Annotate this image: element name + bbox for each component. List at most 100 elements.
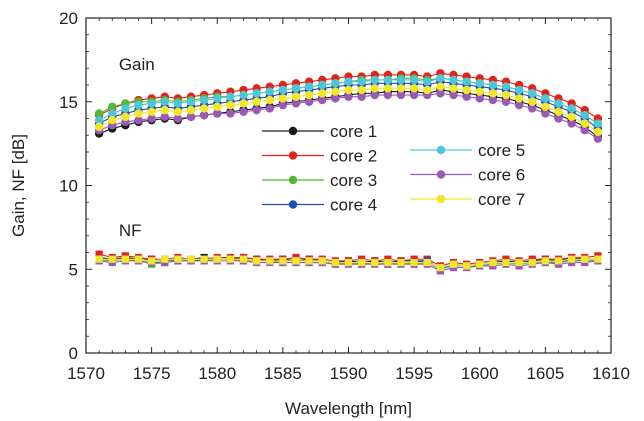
point-core-7-nf <box>358 258 366 267</box>
point-core-7-nf <box>397 258 405 267</box>
point-core-5-gain <box>396 75 406 85</box>
point-core-7-nf <box>266 257 274 265</box>
point-core-7-nf <box>187 255 195 263</box>
point-core-7-gain <box>357 85 366 95</box>
legend: core 1 core 2 core 3 core 4 core 5 core 6 core… <box>262 122 525 215</box>
point-core-3-gain <box>108 102 117 111</box>
point-core-7-nf <box>344 258 353 267</box>
point-core-5-gain <box>488 80 498 90</box>
point-core-5-gain <box>94 115 104 125</box>
point-core-6-gain <box>409 90 419 100</box>
point-core-5-gain <box>383 75 393 85</box>
y-axis-title: Gain, NF [dB] <box>9 134 28 237</box>
legend-marker-core-5 <box>436 145 446 155</box>
point-core-7-gain <box>514 94 524 103</box>
nf-series-group <box>95 250 602 275</box>
point-core-7-nf <box>134 255 143 263</box>
point-core-7-nf <box>239 255 248 263</box>
annotation-nf: NF <box>119 221 142 240</box>
point-core-5-gain <box>186 97 196 106</box>
point-core-6-gain <box>462 92 471 101</box>
point-core-7-gain <box>541 102 550 111</box>
legend-label-core-6: core 6 <box>478 166 525 185</box>
legend-marker-core-7 <box>436 194 446 204</box>
point-core-7-gain <box>239 99 248 108</box>
point-core-7-gain <box>121 112 130 122</box>
point-core-5-gain <box>213 94 222 103</box>
point-core-5-gain <box>541 94 550 103</box>
point-core-5-gain <box>462 77 471 86</box>
point-core-6-gain <box>383 90 393 100</box>
point-core-7-gain <box>291 92 301 101</box>
point-core-6-gain <box>134 115 143 125</box>
point-core-6-gain <box>593 134 603 143</box>
point-core-7-nf <box>410 258 418 267</box>
point-core-5-gain <box>423 77 432 86</box>
point-core-7-gain <box>580 119 589 128</box>
axes: 1570 1575 1580 1585 1590 1595 1600 1605 1610 0 5 10… <box>9 9 630 418</box>
point-core-5-gain <box>291 84 301 93</box>
point-core-7-gain <box>318 89 327 98</box>
point-core-7-gain <box>488 89 498 98</box>
point-core-7-gain <box>265 95 274 105</box>
point-core-7-gain <box>593 127 603 137</box>
point-core-7-gain <box>344 85 353 95</box>
point-core-7-nf <box>226 255 234 263</box>
point-core-7-nf <box>449 260 458 268</box>
legend-label-core-1: core 1 <box>330 122 377 141</box>
point-core-5-gain <box>147 99 156 108</box>
point-core-7-gain <box>304 90 314 100</box>
point-core-5-gain <box>304 82 314 91</box>
point-core-7-nf <box>423 258 431 267</box>
point-core-7-gain <box>409 84 419 93</box>
point-core-5-gain <box>199 95 209 105</box>
point-core-7-nf <box>541 257 549 265</box>
point-core-6-gain <box>147 114 156 123</box>
point-core-5-gain <box>318 80 327 90</box>
point-core-6-gain <box>488 95 498 105</box>
y-tick-label-10: 10 <box>59 177 78 196</box>
point-core-6-gain <box>567 119 576 128</box>
x-tick-label-1575: 1575 <box>133 364 171 383</box>
point-core-6-gain <box>226 109 235 118</box>
point-core-5-gain <box>173 99 183 108</box>
x-axis-title: Wavelength [nm] <box>285 399 412 418</box>
point-core-5-gain <box>554 99 563 108</box>
point-core-5-gain <box>357 77 366 86</box>
point-core-6-gain <box>475 94 484 103</box>
point-core-7-gain <box>528 97 537 106</box>
point-core-7-gain <box>213 102 222 111</box>
point-core-7-nf <box>121 255 129 263</box>
point-core-6-gain <box>370 90 379 100</box>
x-tick-label-1600: 1600 <box>461 364 499 383</box>
point-core-7-gain <box>173 107 183 117</box>
point-core-7-gain <box>134 109 143 118</box>
point-core-7-nf <box>384 258 392 267</box>
point-core-7-nf <box>568 255 576 263</box>
point-core-7-gain <box>370 84 379 93</box>
point-core-7-nf <box>489 258 497 267</box>
x-tick-label-1570: 1570 <box>67 364 105 383</box>
point-core-7-gain <box>475 87 484 96</box>
point-core-5-gain <box>239 90 248 100</box>
point-core-7-nf <box>95 255 103 263</box>
point-core-5-gain <box>134 100 143 110</box>
point-core-7-nf <box>528 258 536 267</box>
point-core-6-gain <box>291 99 301 108</box>
point-core-7-nf <box>371 258 379 267</box>
legend-label-core-4: core 4 <box>330 196 377 215</box>
point-core-6-gain <box>265 104 274 113</box>
point-core-5-gain <box>475 79 484 88</box>
point-core-7-gain <box>278 94 288 103</box>
point-core-7-nf <box>318 257 326 265</box>
point-core-7-gain <box>396 84 406 93</box>
point-core-6-gain <box>396 90 406 100</box>
point-core-7-gain <box>160 105 169 115</box>
x-tick-label-1610: 1610 <box>592 364 630 383</box>
point-core-5-gain <box>567 104 576 113</box>
point-core-5-gain <box>226 92 235 101</box>
point-core-7-nf <box>436 263 444 272</box>
point-core-7-nf <box>594 255 602 263</box>
y-tick-label-20: 20 <box>59 9 78 28</box>
